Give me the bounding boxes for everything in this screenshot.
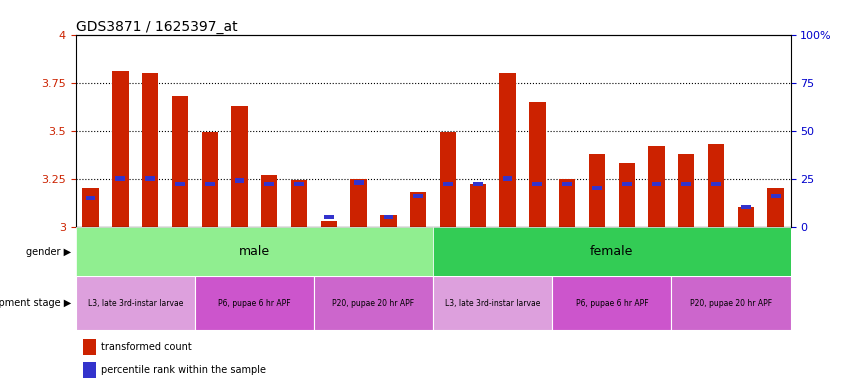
Bar — [529, 102, 546, 227]
Text: development stage ▶: development stage ▶ — [0, 298, 71, 308]
Bar — [82, 339, 96, 355]
Bar — [291, 180, 307, 227]
Bar — [115, 177, 125, 180]
Bar — [142, 73, 158, 227]
Bar — [433, 227, 791, 276]
Bar — [380, 215, 397, 227]
Text: GDS3871 / 1625397_at: GDS3871 / 1625397_at — [76, 20, 237, 33]
Text: P20, pupae 20 hr APF: P20, pupae 20 hr APF — [332, 299, 415, 308]
Bar — [195, 276, 314, 330]
Bar — [383, 215, 394, 219]
Bar — [553, 276, 671, 330]
Bar — [76, 227, 433, 276]
Bar — [324, 215, 334, 219]
Bar — [145, 177, 155, 180]
Bar — [172, 96, 188, 227]
Bar — [354, 180, 363, 185]
Bar — [618, 163, 635, 227]
Text: P6, pupae 6 hr APF: P6, pupae 6 hr APF — [218, 299, 291, 308]
Bar — [410, 192, 426, 227]
Bar — [559, 179, 575, 227]
Bar — [231, 106, 248, 227]
Bar — [768, 188, 784, 227]
Bar — [443, 182, 453, 186]
Bar — [413, 194, 423, 198]
Bar — [671, 276, 791, 330]
Bar — [738, 207, 754, 227]
Bar — [708, 144, 724, 227]
Bar — [770, 194, 780, 198]
Bar — [433, 276, 553, 330]
Bar — [592, 186, 602, 190]
Bar — [86, 196, 96, 200]
Text: female: female — [590, 245, 633, 258]
Text: P20, pupae 20 hr APF: P20, pupae 20 hr APF — [690, 299, 772, 308]
Bar — [351, 179, 367, 227]
Bar — [681, 182, 691, 186]
Text: L3, late 3rd-instar larvae: L3, late 3rd-instar larvae — [445, 299, 541, 308]
Bar — [205, 182, 214, 186]
Text: percentile rank within the sample: percentile rank within the sample — [101, 365, 266, 375]
Bar — [261, 175, 278, 227]
Bar — [82, 362, 96, 378]
Text: L3, late 3rd-instar larvae: L3, late 3rd-instar larvae — [87, 299, 183, 308]
Bar — [264, 182, 274, 186]
Bar — [563, 182, 572, 186]
Bar — [589, 154, 606, 227]
Bar — [652, 182, 661, 186]
Text: P6, pupae 6 hr APF: P6, pupae 6 hr APF — [575, 299, 648, 308]
Bar — [294, 182, 304, 186]
Bar — [82, 188, 98, 227]
Bar — [175, 182, 185, 186]
Bar — [314, 276, 433, 330]
Bar — [500, 73, 516, 227]
Bar — [741, 205, 751, 209]
Bar — [711, 182, 721, 186]
Bar — [440, 132, 456, 227]
Bar — [112, 71, 129, 227]
Bar — [76, 276, 195, 330]
Bar — [202, 132, 218, 227]
Bar — [648, 146, 664, 227]
Bar — [320, 221, 337, 227]
Text: gender ▶: gender ▶ — [26, 247, 71, 257]
Bar — [235, 178, 245, 182]
Bar — [678, 154, 695, 227]
Bar — [469, 184, 486, 227]
Bar — [532, 182, 542, 186]
Bar — [473, 182, 483, 186]
Bar — [621, 182, 632, 186]
Bar — [503, 177, 512, 180]
Text: transformed count: transformed count — [101, 342, 192, 352]
Text: male: male — [239, 245, 270, 258]
